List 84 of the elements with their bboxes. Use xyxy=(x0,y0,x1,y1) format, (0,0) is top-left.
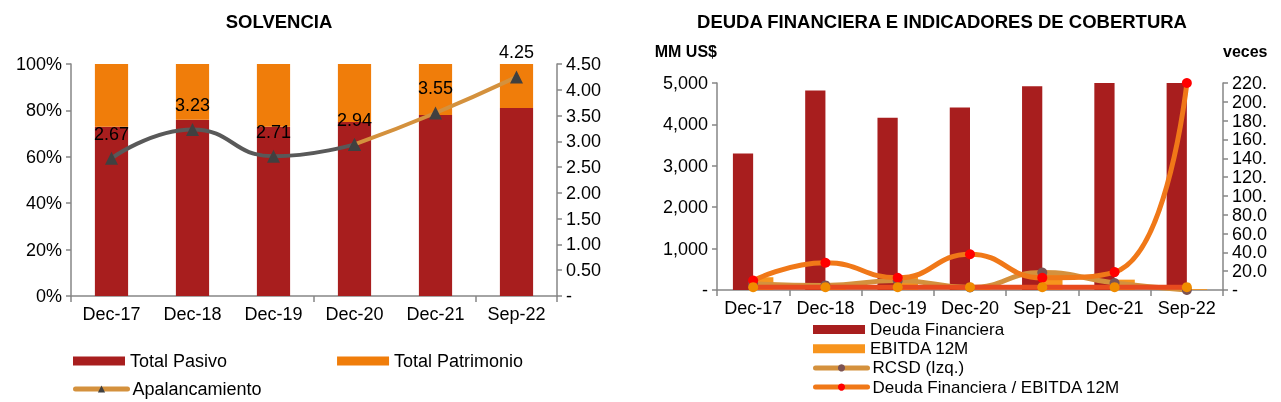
x-tick-label: Dec-19 xyxy=(868,298,927,318)
y-tick-label: 4,000 xyxy=(662,114,708,135)
y2-tick-label: 4.00 xyxy=(566,79,602,100)
y2-tick-label: 4.50 xyxy=(566,54,602,74)
x-tick-label: Dec-19 xyxy=(244,304,303,324)
legend-label: Apalancamiento xyxy=(132,379,262,399)
bar xyxy=(175,119,210,296)
y-tick-label: 60% xyxy=(25,146,62,167)
y-tick-label: 0% xyxy=(35,286,62,306)
data-label: 4.25 xyxy=(498,42,535,63)
y2-tick-label: 1.00 xyxy=(566,234,602,255)
y-tick-label: 40% xyxy=(25,193,62,214)
point xyxy=(965,249,975,260)
x-tick-label: Dec-21 xyxy=(1085,298,1144,318)
point xyxy=(892,282,903,293)
y2-axis-title: veces xyxy=(1223,42,1268,60)
y2-tick-label: 2.00 xyxy=(566,182,602,203)
bar xyxy=(256,126,291,296)
x-tick-label: Dec-20 xyxy=(325,304,384,324)
x-tick-label: Dec-18 xyxy=(796,298,855,318)
point xyxy=(1109,267,1120,278)
legend-label: Deuda Financiera xyxy=(870,320,1005,339)
y2-tick-label: 200. xyxy=(1232,91,1268,112)
bar xyxy=(94,126,129,296)
legend-label: Deuda Financiera / EBITDA 12M xyxy=(872,377,1120,397)
point xyxy=(1037,282,1048,293)
y-tick-label: 80% xyxy=(25,100,62,121)
legend-label: RCSD (Izq.) xyxy=(872,358,965,378)
bar xyxy=(499,64,534,109)
x-tick-label: Sep-21 xyxy=(1013,298,1072,318)
chart-title: SOLVENCIA xyxy=(225,11,333,32)
point xyxy=(820,257,831,268)
y-axis-title: MM US$ xyxy=(654,42,718,60)
bar xyxy=(499,108,534,296)
y2-tick-label: 140. xyxy=(1232,148,1268,169)
legend-label: Total Patrimonio xyxy=(394,351,524,371)
y-tick-label: 20% xyxy=(25,239,62,260)
x-tick-label: Dec-17 xyxy=(82,304,141,324)
y2-tick-label: 120. xyxy=(1232,167,1268,188)
bar xyxy=(418,115,453,296)
point xyxy=(186,122,199,136)
x-tick-label: Dec-21 xyxy=(406,304,465,324)
y2-tick-label: 220. xyxy=(1232,73,1268,93)
y-tick-label: 5,000 xyxy=(662,73,708,93)
bar xyxy=(732,153,754,290)
point xyxy=(1109,282,1120,293)
data-label: 2.67 xyxy=(93,123,130,144)
y2-tick-label: 60.0 xyxy=(1232,223,1268,244)
point xyxy=(267,149,280,163)
y2-tick-label: 20.0 xyxy=(1232,261,1268,282)
data-label: 2.71 xyxy=(255,121,292,142)
y2-tick-label: 2.50 xyxy=(566,157,602,178)
y2-tick-label: 180. xyxy=(1232,110,1268,131)
y2-tick-label: 0.50 xyxy=(566,260,602,281)
x-tick-label: Dec-17 xyxy=(724,298,783,318)
x-tick-label: Dec-18 xyxy=(163,304,222,324)
y2-tick-label: 1.50 xyxy=(566,208,602,229)
y-tick-label: - xyxy=(702,280,708,300)
point xyxy=(105,151,118,165)
bar xyxy=(256,64,291,127)
x-tick-label: Dec-20 xyxy=(940,298,1000,318)
legend-label: EBITDA 12M xyxy=(870,339,969,359)
y-tick-label: 2,000 xyxy=(662,197,708,218)
x-tick-label: Sep-22 xyxy=(1157,298,1216,318)
y2-tick-label: 100. xyxy=(1232,185,1268,206)
bar xyxy=(94,64,129,127)
y2-tick-label: 80.0 xyxy=(1232,204,1268,225)
chart-title: DEUDA FINANCIERA E INDICADORES DE COBERTURA xyxy=(697,11,1187,32)
x-tick-label: Sep-22 xyxy=(487,304,546,324)
point xyxy=(1181,78,1192,88)
y2-tick-label: 3.00 xyxy=(566,131,602,152)
point xyxy=(429,106,442,120)
y2-tick-label: 160. xyxy=(1232,129,1268,150)
point xyxy=(510,70,523,84)
point xyxy=(1037,272,1048,283)
y-tick-label: 100% xyxy=(15,54,62,74)
y-tick-label: 1,000 xyxy=(662,238,708,259)
y2-tick-label: - xyxy=(566,286,572,306)
y2-tick-label: 3.50 xyxy=(566,105,602,126)
y2-tick-label: - xyxy=(1232,280,1238,300)
y-tick-label: 3,000 xyxy=(662,155,708,176)
y2-tick-label: 40.0 xyxy=(1232,242,1268,263)
point xyxy=(748,282,759,293)
legend-label: Total Pasivo xyxy=(130,351,228,371)
